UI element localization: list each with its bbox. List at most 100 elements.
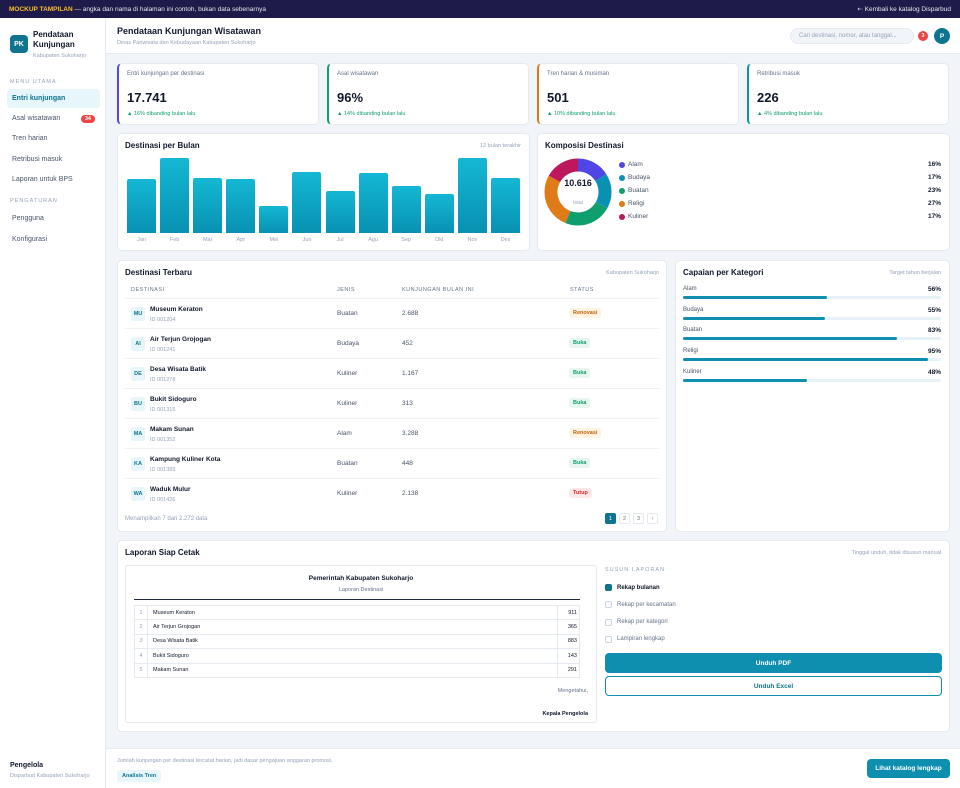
report-row-name: Makam Sunan xyxy=(153,667,189,674)
report-row-value: 291 xyxy=(557,663,581,678)
footer-text: Jumlah kunjungan per destinasi tercatat … xyxy=(117,758,333,764)
sidebar-item-pengguna[interactable]: Pengguna xyxy=(7,209,100,228)
legend-label: Budaya xyxy=(628,174,651,181)
checkbox-box[interactable] xyxy=(605,584,612,591)
checkbox-box[interactable] xyxy=(605,601,612,609)
report-row-number: 2 xyxy=(135,619,148,634)
report-row-number: 3 xyxy=(135,634,148,649)
page-subtitle: Dinas Pariwisata dan Kebudayaan Kabupate… xyxy=(117,40,256,46)
destination-type: Budaya xyxy=(337,340,360,347)
app-brand-subtitle: Kabupaten Sukoharjo xyxy=(33,53,86,59)
download-pdf-button[interactable]: Unduh PDF xyxy=(605,653,942,673)
report-options-title: SUSUN LAPORAN xyxy=(605,567,666,573)
top-header: Pendataan Kunjungan Wisatawan Dinas Pari… xyxy=(106,18,960,54)
sidebar-item-label: Retribusi masuk xyxy=(12,156,63,163)
visit-count: 313 xyxy=(402,400,413,407)
report-option-label: Rekap per kecamatan xyxy=(617,601,676,608)
status-badge: Renovasi xyxy=(569,308,602,318)
destination-id: ID 001389 xyxy=(150,467,176,473)
table-row[interactable]: KA Kampung Kuliner Kota ID 001389 Buatan 448… xyxy=(125,448,659,478)
page-title: Pendataan Kunjungan Wisatawan xyxy=(117,26,261,36)
chart-bar xyxy=(391,185,421,233)
month-label: Nov xyxy=(467,237,478,243)
column-header: DESTINASI xyxy=(131,287,165,293)
table-row[interactable]: MA Makam Sunan ID 001352 Alam 3.288 Renovasi xyxy=(125,418,659,448)
page-2-button[interactable]: 2 xyxy=(619,513,630,524)
sidebar-item-tren-harian[interactable]: Tren harian xyxy=(7,129,100,148)
legend-item: Budaya 17% xyxy=(619,173,941,185)
legend-item: Religi 27% xyxy=(619,199,941,211)
progress-track xyxy=(683,316,941,320)
legend-item: Kuliner 17% xyxy=(619,212,941,224)
notification-badge[interactable]: 3 xyxy=(918,31,928,41)
sidebar-item-label: Pengguna xyxy=(12,215,44,222)
donut-slice-kuliner xyxy=(544,158,612,226)
legend-item: Alam 16% xyxy=(619,160,941,172)
sidebar-user: Pengelola Disparbud Kabupaten Sukoharjo xyxy=(10,762,90,779)
legend-swatch xyxy=(619,175,625,181)
footer-chip[interactable]: Analisis Tren xyxy=(117,770,162,782)
capaian-percent: 56% xyxy=(927,286,941,293)
page-3-button[interactable]: 3 xyxy=(633,513,644,524)
progress-fill xyxy=(683,358,929,362)
destination-name: Air Terjun Grojogan xyxy=(150,336,211,343)
column-header: KUNJUNGAN BULAN INI xyxy=(402,287,475,293)
month-label: Apr xyxy=(236,237,246,243)
report-option-checkbox[interactable]: Rekap bulanan xyxy=(605,584,660,591)
table-row[interactable]: WA Waduk Mulur ID 001426 Kuliner 2.138 Tutup xyxy=(125,478,659,508)
report-preview: Pemerintah Kabupaten Sukoharjo Laporan D… xyxy=(125,565,597,723)
destination-id: ID 001315 xyxy=(150,407,176,413)
avatar[interactable]: P xyxy=(934,28,950,44)
table-row[interactable]: MU Museum Keraton ID 001204 Buatan 2.688 Reno… xyxy=(125,298,659,328)
table-row[interactable]: AI Air Terjun Grojogan ID 001241 Budaya 452 B… xyxy=(125,328,659,358)
capaian-label: Budaya xyxy=(683,306,704,313)
sidebar-item-konfigurasi[interactable]: Konfigurasi xyxy=(7,230,100,249)
capaian-percent: 95% xyxy=(927,348,941,356)
kpi-change: ▲ 10% dibanding bulan lalu xyxy=(547,111,616,117)
sidebar-item-retribusi-masuk[interactable]: Retribusi masuk xyxy=(7,150,100,169)
report-option-checkbox[interactable]: Lampiran lengkap xyxy=(605,635,665,643)
destination-name: Bukit Sidoguro xyxy=(150,396,197,403)
download-excel-button[interactable]: Unduh Excel xyxy=(605,676,942,696)
sidebar-item-asal-wisatawan[interactable]: Asal wisatawan 34 xyxy=(7,109,100,128)
report-table-row: 1 Museum Keraton 911 xyxy=(134,605,580,620)
sidebar-item-laporan-bps[interactable]: Laporan untuk BPS xyxy=(7,170,100,189)
search-input[interactable]: Cari destinasi, nomor, atau tanggal... xyxy=(790,28,914,44)
report-option-checkbox[interactable]: Rekap per kecamatan xyxy=(605,601,676,609)
capaian-card xyxy=(675,260,950,532)
report-option-checkbox[interactable]: Rekap per kategori xyxy=(605,618,668,626)
chart-bar xyxy=(358,173,388,233)
table-row[interactable]: DE Desa Wisata Batik ID 001278 Kuliner 1.167… xyxy=(125,358,659,388)
bar-chart-note: 12 bulan terakhir xyxy=(480,143,521,149)
legend-label: Kuliner xyxy=(628,213,649,220)
kpi-change: ▲ 16% dibanding bulan lalu xyxy=(127,111,196,117)
destination-name: Waduk Mulur xyxy=(150,486,191,493)
report-divider xyxy=(134,599,580,600)
sidebar-item-label: Laporan untuk BPS xyxy=(12,176,73,183)
kpi-card-entri: Entri kunjungan per destinasi 17.741 ▲ 1… xyxy=(117,63,319,125)
progress-track xyxy=(683,378,941,382)
section-main-menu: MENU UTAMA xyxy=(10,79,57,85)
report-mengetahui: Mengetahui, xyxy=(557,688,588,694)
destinations-table-card xyxy=(117,260,667,532)
destination-type: Buatan xyxy=(337,310,358,317)
report-row-value: 365 xyxy=(557,619,581,634)
next-page-button[interactable]: › xyxy=(647,513,658,524)
visit-count: 1.167 xyxy=(402,370,419,377)
catalog-button[interactable]: Lihat katalog lengkap xyxy=(867,759,950,778)
progress-fill xyxy=(683,296,828,299)
report-row-number: 4 xyxy=(135,648,148,663)
page-1-button[interactable]: 1 xyxy=(605,513,616,524)
checkbox-box[interactable] xyxy=(605,635,612,643)
sidebar-item-entri-kunjungan[interactable]: Entri kunjungan xyxy=(7,89,100,108)
destination-name: Museum Keraton xyxy=(150,306,203,313)
donut-chart xyxy=(544,158,612,226)
kpi-value: 17.741 xyxy=(127,90,167,105)
chart-bar xyxy=(325,191,355,233)
table-row[interactable]: BU Bukit Sidoguro ID 001315 Kuliner 313 Buka xyxy=(125,388,659,418)
row-initials: WA xyxy=(131,487,145,501)
checkbox-box[interactable] xyxy=(605,618,612,626)
chart-bar xyxy=(193,177,223,233)
back-to-catalog-link[interactable]: ⇠ Kembali ke katalog Disparbud xyxy=(857,6,951,13)
destination-type: Kuliner xyxy=(337,400,358,407)
